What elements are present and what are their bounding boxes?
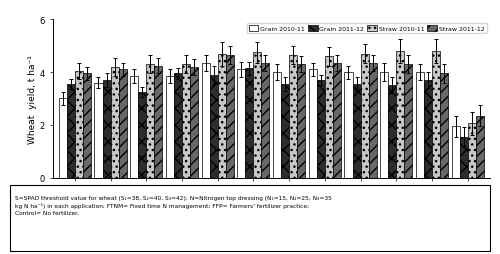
Bar — [75, 72, 83, 178]
FancyBboxPatch shape — [10, 185, 490, 251]
Bar — [309, 70, 317, 178]
Bar — [166, 77, 174, 178]
Bar — [154, 66, 162, 178]
Bar — [59, 99, 67, 178]
Bar — [273, 73, 281, 178]
Bar — [325, 57, 333, 178]
Bar — [130, 77, 138, 178]
Bar — [380, 73, 388, 178]
Bar — [281, 85, 289, 178]
Bar — [246, 69, 254, 178]
Bar — [110, 68, 118, 178]
Bar — [94, 83, 102, 178]
Bar — [182, 65, 190, 178]
Bar — [254, 53, 262, 178]
Bar — [146, 65, 154, 178]
Bar — [297, 65, 305, 178]
Bar — [102, 81, 110, 178]
Bar — [432, 52, 440, 178]
Bar — [190, 68, 198, 178]
Bar — [238, 70, 246, 178]
Bar — [67, 85, 75, 178]
Bar — [476, 116, 484, 178]
Bar — [388, 86, 396, 178]
Bar — [416, 73, 424, 178]
Bar — [404, 65, 412, 178]
Bar — [368, 64, 376, 178]
Bar — [118, 70, 126, 178]
Bar — [210, 75, 218, 178]
Bar — [83, 74, 91, 178]
Bar — [468, 124, 475, 178]
Bar — [333, 64, 341, 178]
Bar — [226, 56, 234, 178]
Bar — [396, 52, 404, 178]
Bar — [317, 81, 325, 178]
Bar — [452, 127, 460, 178]
Legend: Grain 2010-11, Grain 2011-12, Straw 2010-11, Straw 2011-12: Grain 2010-11, Grain 2011-12, Straw 2010… — [246, 23, 487, 34]
Bar — [344, 73, 352, 178]
Bar — [202, 64, 209, 178]
Text: S=SPAD threshold value for wheat (S₁=38, S₂=40, S₃=42); N=Nitrogen top dressing : S=SPAD threshold value for wheat (S₁=38,… — [15, 195, 332, 215]
Bar — [289, 56, 297, 178]
Bar — [440, 74, 448, 178]
Bar — [352, 85, 360, 178]
Y-axis label: Wheat  yield, t ha⁻¹: Wheat yield, t ha⁻¹ — [28, 55, 36, 143]
Bar — [262, 64, 270, 178]
Bar — [424, 81, 432, 178]
Bar — [174, 74, 182, 178]
X-axis label: Nitrogen Management: Nitrogen Management — [220, 194, 322, 203]
Bar — [218, 54, 226, 178]
Bar — [138, 92, 146, 178]
Bar — [460, 137, 468, 178]
Bar — [360, 54, 368, 178]
